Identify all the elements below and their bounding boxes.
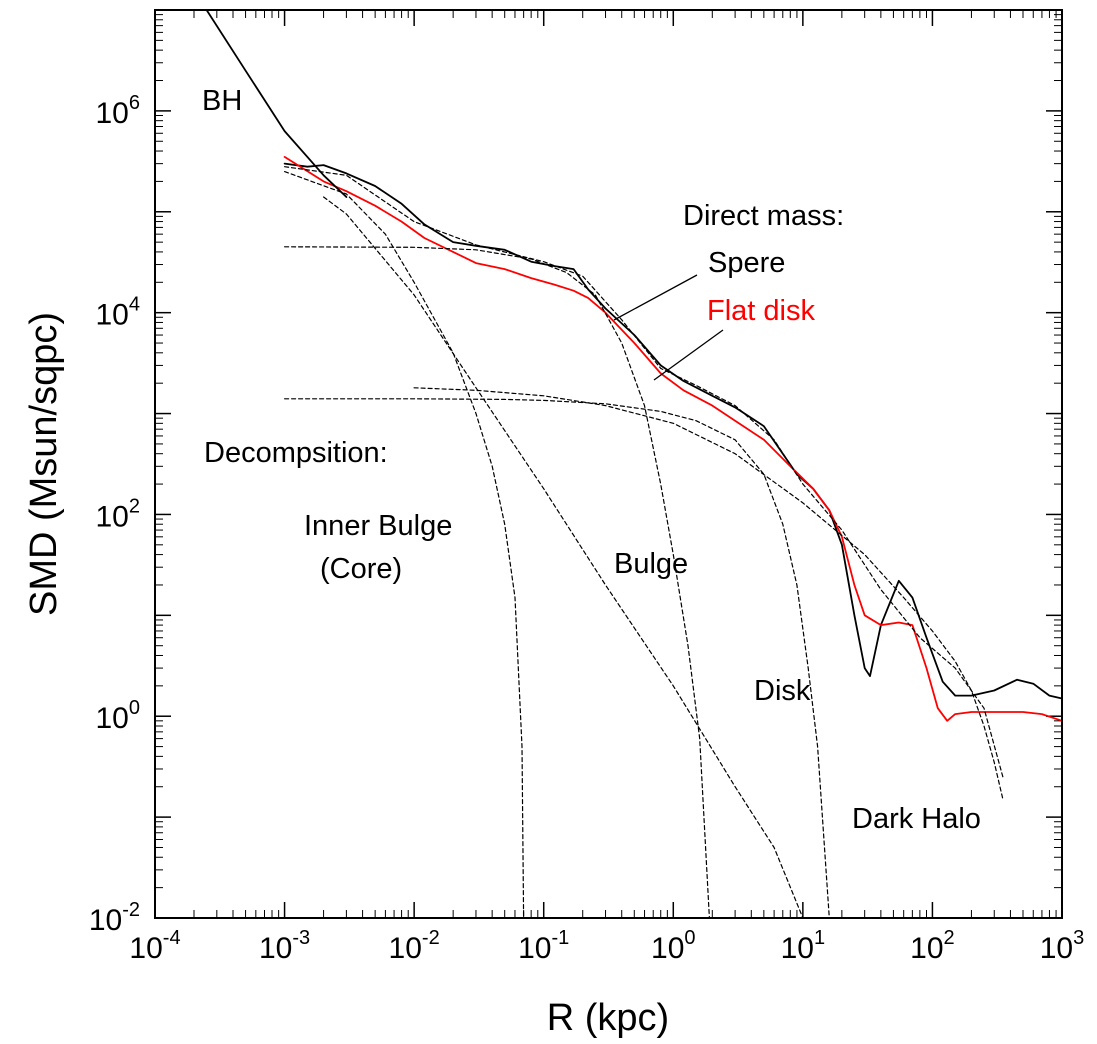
y-axis-title: SMD (Msun/sqpc) bbox=[23, 312, 65, 616]
annotation-core: (Core) bbox=[320, 553, 402, 585]
series-flat-disk bbox=[283, 156, 1063, 722]
annotation-inner-bulge: Inner Bulge bbox=[304, 510, 452, 542]
series-disk-component bbox=[284, 398, 830, 919]
annotation-dark-halo: Dark Halo bbox=[852, 803, 981, 835]
y-tick-label: 100 bbox=[96, 697, 141, 735]
series-dark-halo-component bbox=[413, 387, 1004, 800]
series-bulge-component bbox=[284, 246, 710, 919]
sphere-leader-line bbox=[613, 274, 698, 321]
x-tick-label: 10-2 bbox=[389, 927, 440, 965]
x-tick-label: 101 bbox=[781, 927, 826, 965]
annotation-direct-mass: Direct mass: bbox=[683, 200, 844, 232]
series-layer bbox=[205, 9, 1063, 919]
annotation-disk: Disk bbox=[754, 675, 811, 707]
x-axis-title: R (kpc) bbox=[547, 997, 669, 1039]
axis-ticks bbox=[154, 9, 1063, 919]
annotation-bh: BH bbox=[202, 85, 242, 117]
series-core-component bbox=[284, 171, 525, 919]
plot-frame bbox=[154, 9, 1063, 919]
x-tick-label: 10-4 bbox=[129, 927, 180, 965]
y-tick-label: 106 bbox=[96, 92, 141, 130]
x-tick-label: 10-3 bbox=[259, 927, 310, 965]
tick-labels: 10-4 10-3 10-2 10-1 100 101 102 103 10-2 100 102 10… bbox=[89, 92, 1084, 965]
annotation-sphere: Spere bbox=[708, 247, 785, 279]
x-tick-label: 10-1 bbox=[518, 927, 569, 965]
y-tick-label: 10-2 bbox=[89, 899, 140, 937]
annotation-bulge: Bulge bbox=[614, 548, 688, 580]
series-power-law-component bbox=[323, 196, 804, 919]
x-tick-label: 102 bbox=[910, 927, 955, 965]
flat-disk-leader-line bbox=[653, 329, 724, 381]
x-tick-label: 100 bbox=[651, 927, 696, 965]
series-sphere bbox=[283, 162, 1063, 700]
annotation-flat-disk: Flat disk bbox=[707, 295, 815, 327]
annotation-decomposition: Decompsition: bbox=[204, 437, 388, 469]
y-tick-label: 102 bbox=[96, 495, 141, 533]
series-bh bbox=[205, 9, 348, 198]
x-tick-label: 103 bbox=[1040, 927, 1085, 965]
series-total-dashed bbox=[284, 166, 1004, 778]
y-tick-label: 104 bbox=[96, 294, 141, 332]
